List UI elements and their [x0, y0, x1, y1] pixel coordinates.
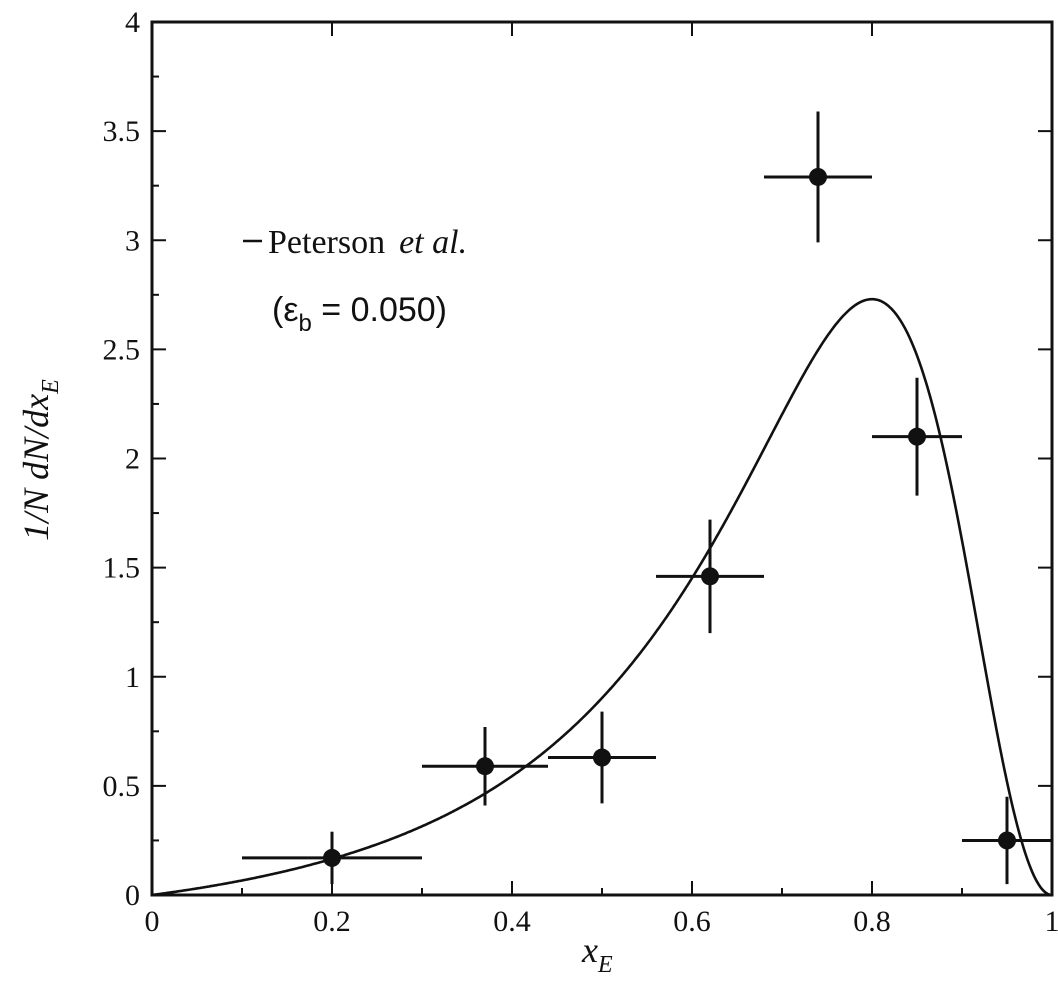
- data-point: [476, 757, 494, 776]
- x-tick-label: 0: [145, 905, 160, 938]
- y-axis-label-subscript: E: [38, 379, 64, 395]
- data-point-group: [872, 377, 962, 496]
- x-tick-label: 1: [1045, 905, 1058, 938]
- data-point-group: [242, 831, 422, 885]
- y-tick-label: 3: [125, 224, 140, 257]
- data-point: [809, 167, 827, 186]
- y-tick-label: 2: [125, 443, 140, 476]
- legend-label-fit: Peterson et al.: [268, 224, 467, 261]
- x-tick-labels: 0 0.2 0.4 0.6 0.8 1: [145, 905, 1058, 938]
- data-point: [701, 567, 719, 586]
- x-axis-label-subscript: E: [597, 952, 613, 978]
- data-point-group: [422, 726, 548, 806]
- peterson-fit-curve: [151, 297, 1053, 897]
- legend-epsilon-subscript: b: [298, 310, 311, 337]
- data-point: [323, 848, 341, 867]
- y-axis-label-main: 1/N dN/dx: [16, 394, 56, 541]
- legend: Peterson et al. (εb = 0.050): [243, 224, 467, 337]
- y-tick-labels: 0 0.5 1 1.5 2 2.5 3 3.5 4: [103, 6, 141, 912]
- data-point: [908, 427, 926, 446]
- data-point: [593, 748, 611, 767]
- y-tick-label: 0: [125, 879, 140, 912]
- x-tick-label: 0.8: [853, 905, 891, 938]
- y-tick-label: 1.5: [103, 552, 141, 585]
- y-tick-label: 1: [125, 661, 140, 694]
- x-tick-label: 0.2: [313, 905, 351, 938]
- y-tick-label: 2.5: [103, 333, 141, 366]
- legend-name: Peterson: [268, 224, 385, 261]
- y-axis-label: 1/N dN/dxE: [16, 379, 64, 541]
- legend-epsilon-value: = 0.050): [312, 291, 447, 329]
- y-tick-label: 4: [125, 6, 140, 39]
- x-axis-label: xE: [581, 930, 613, 978]
- legend-italic: et al.: [399, 224, 467, 261]
- x-tick-label: 0.4: [493, 905, 531, 938]
- data-point: [998, 831, 1016, 850]
- x-axis-label-main: x: [581, 930, 598, 970]
- data-point-group: [548, 711, 656, 804]
- data-points: [242, 111, 1052, 885]
- data-point-group: [764, 111, 872, 243]
- y-tick-label: 0.5: [103, 770, 141, 803]
- legend-label-epsilon: (εb = 0.050): [272, 291, 447, 337]
- legend-epsilon-open: (ε: [272, 291, 298, 329]
- y-tick-label: 3.5: [103, 115, 141, 148]
- data-point-group: [656, 519, 764, 634]
- x-tick-label: 0.6: [673, 905, 711, 938]
- data-point-group: [962, 796, 1052, 885]
